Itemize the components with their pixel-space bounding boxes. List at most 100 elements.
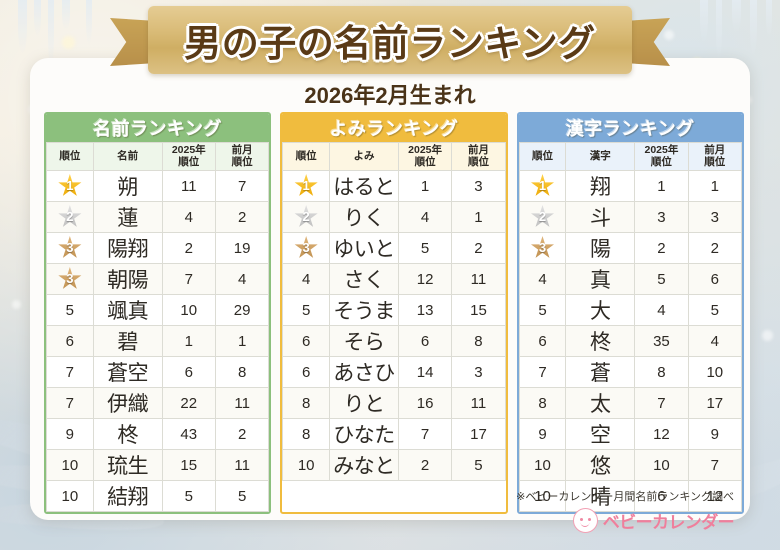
cell-prev-month-rank: 29 [214,294,270,326]
cell-year-rank: 10 [161,294,216,326]
cell-year-rank: 43 [161,418,216,450]
cell-year-rank: 5 [161,480,216,512]
table-row: 3 ゆいと 5 2 [282,232,506,264]
cell-year-rank: 6 [634,480,689,512]
cell-rank: 5 [46,294,94,326]
cell-rank: 2 [282,201,331,233]
cell-rank: 1 [282,170,331,202]
icicle-decor [700,0,708,42]
cell-prev-month-rank: 2 [214,418,270,450]
cell-rank: 1 [518,170,567,202]
year-label-line2: 順位 [178,155,200,168]
cell-rank: 9 [46,418,94,450]
table-row: 7 蒼空 6 8 [46,356,270,388]
cell-value: 太 [565,387,636,419]
cell-rank: 5 [282,294,331,326]
medal-rank-number: 3 [66,240,74,255]
year-label-line1: 2025年 [171,144,206,157]
table-row: 3 陽翔 2 19 [46,232,270,264]
ranking-table-kanji-ranking: 漢字ランキング 順位 漢字 2025年 順位 前月 順位 1 翔 1 1 2 斗 3 3 3 陽 2 2 4 真 5 6 5 大… [516,112,744,514]
ranking-tables: 名前ランキング 順位 名前 2025年 順位 前月 順位 1 朔 11 7 2 蓮 4 2 3 陽翔 2 19 3 朝陽… [44,112,744,514]
cell-prev-month-rank: 7 [214,170,270,202]
cell-value: 朝陽 [92,263,163,295]
icicle-decor [62,0,70,30]
cell-year-rank: 7 [397,418,453,450]
cell-prev-month-rank: 1 [451,201,506,233]
column-header-rank: 順位 [518,142,567,171]
cell-value: 蒼空 [92,356,163,388]
table-row: 9 空 12 9 [518,418,742,450]
column-header-year-rank: 2025年 順位 [397,142,453,171]
column-header-prev-month-rank: 前月 順位 [451,142,506,171]
brand-logo[interactable]: ベビーカレンダー [572,508,735,533]
cell-rank: 8 [282,387,331,419]
cell-value: 朔 [92,170,163,202]
baby-mouth-icon [580,522,590,527]
cell-prev-month-rank: 11 [214,449,270,481]
cell-year-rank: 2 [634,232,689,264]
year-label-line2: 順位 [414,155,436,168]
icicle-decor [34,0,41,36]
cell-year-rank: 4 [634,294,689,326]
title-banner: 男の子の名前ランキング [0,4,780,78]
medal-star-bronze-icon: 3 [58,236,82,260]
column-header-value: 漢字 [565,142,636,171]
cell-value: みなと [329,449,399,481]
cell-rank: 10 [46,480,94,512]
cell-value: 伊織 [92,387,163,419]
cell-year-rank: 13 [397,294,453,326]
table-row: 2 りく 4 1 [282,201,506,233]
cell-year-rank: 10 [634,449,689,481]
cell-prev-month-rank: 8 [451,325,506,357]
medal-star-silver-icon: 2 [58,205,82,229]
cell-year-rank: 1 [634,170,689,202]
cell-rank: 7 [46,387,94,419]
cell-rank: 6 [46,325,94,357]
icicle-decor [18,0,27,54]
medal-rank-number: 2 [66,209,74,224]
table-row: 9 柊 43 2 [46,418,270,450]
cell-rank: 8 [282,418,331,450]
cell-rank: 6 [518,325,567,357]
cell-value: りく [329,201,399,233]
table-header-name-ranking: 名前ランキング [46,114,270,142]
cell-rank: 4 [282,263,331,295]
ribbon-body: 男の子の名前ランキング [148,6,632,74]
medal-rank-number: 2 [538,209,547,224]
table-row: 10 琉生 15 11 [46,449,270,481]
medal-rank-number: 1 [538,178,547,193]
page-subtitle: 2026年2月生まれ [304,83,476,108]
cell-rank: 5 [518,294,567,326]
cell-year-rank: 5 [397,232,453,264]
table-row: 5 颯真 10 29 [46,294,270,326]
cell-rank: 6 [282,325,331,357]
cell-value: 悠 [565,449,636,481]
cell-rank: 10 [518,449,567,481]
cell-year-rank: 16 [397,387,453,419]
cell-value: 結翔 [92,480,163,512]
bokeh-light [62,36,75,49]
cell-rank: 2 [518,201,567,233]
table-row: 6 柊 35 4 [518,325,742,357]
month-label-line1: 前月 [231,144,253,157]
icicle-decor [86,0,92,46]
cell-year-rank: 5 [634,263,689,295]
cell-year-rank: 22 [161,387,216,419]
baby-face-icon [572,508,598,533]
cell-rank: 3 [518,232,567,264]
cell-value: さく [329,263,399,295]
cell-prev-month-rank: 1 [214,325,270,357]
cell-rank: 3 [46,263,94,295]
source-note: ※ベビーカレンダー月間名前ランキング調べ [516,491,734,503]
cell-value: はると [329,170,399,202]
month-label-line1: 前月 [467,144,489,157]
cell-value: 大 [565,294,636,326]
table-row: 10 晴 6 12 [518,480,742,512]
cell-rank: 10 [46,449,94,481]
cell-rank: 3 [282,232,331,264]
table-row: 6 あさひ 14 3 [282,356,506,388]
